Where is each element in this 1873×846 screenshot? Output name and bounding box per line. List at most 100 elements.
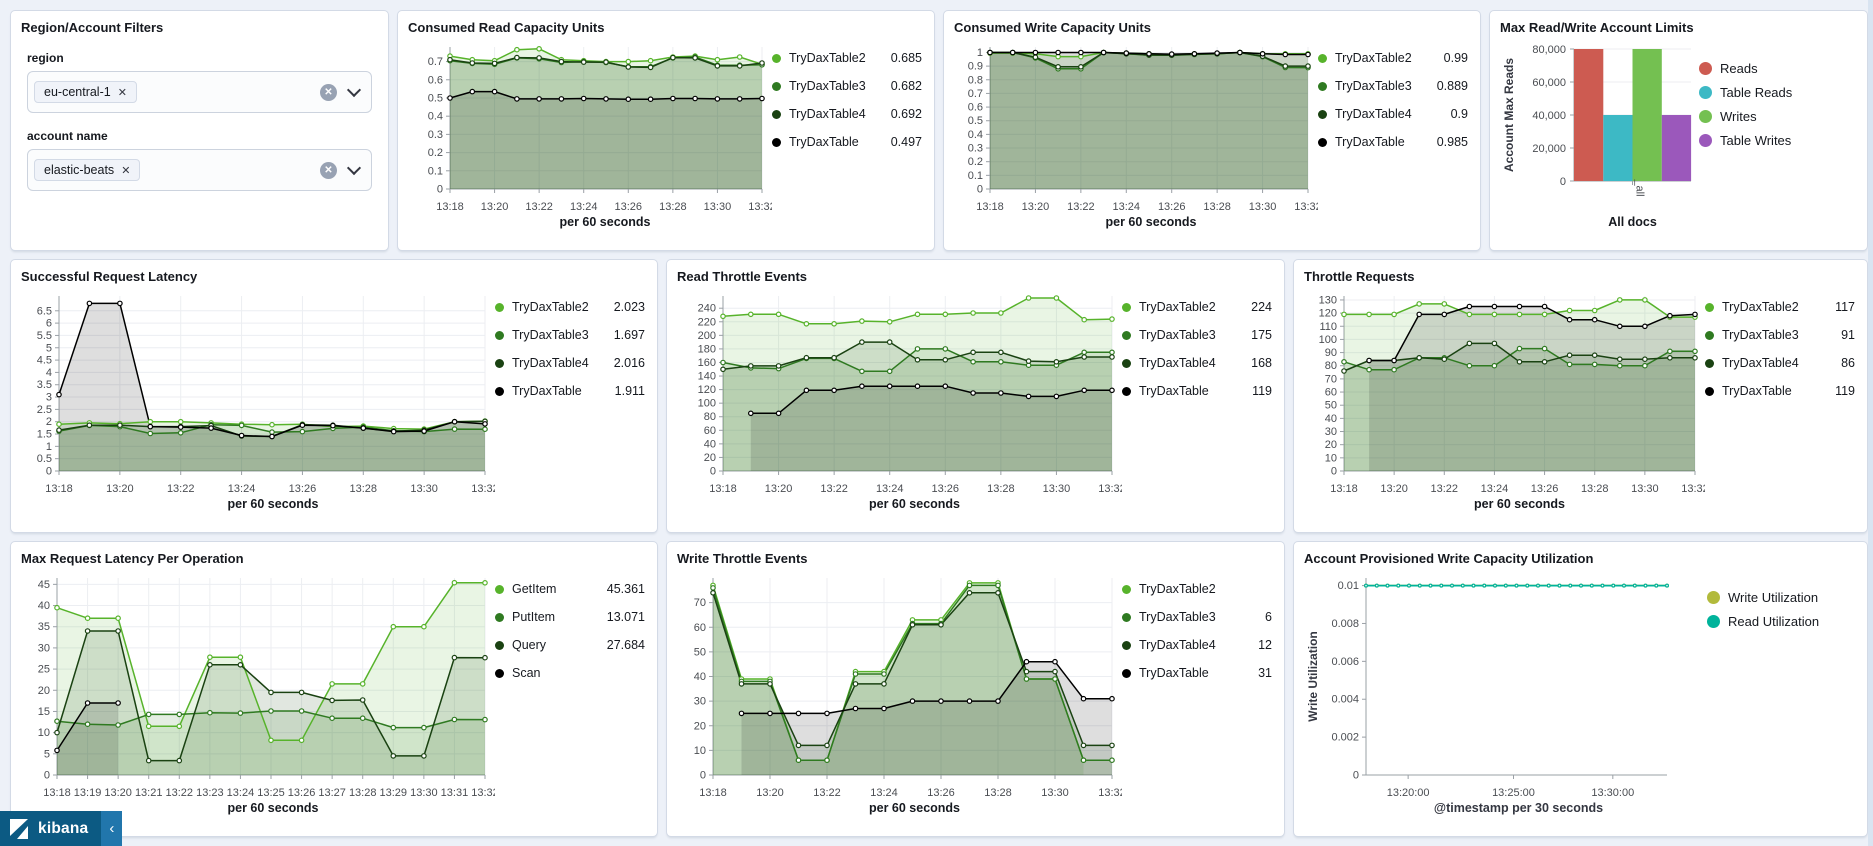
legend-item[interactable]: TryDaxTable4 12 <box>1122 638 1272 652</box>
legend-item[interactable]: TryDaxTable3 6 <box>1122 610 1272 624</box>
legend-item[interactable]: TryDaxTable 119 <box>1122 384 1272 398</box>
svg-text:13:19: 13:19 <box>74 787 102 799</box>
legend-item[interactable]: Read Utilization <box>1707 614 1855 629</box>
legend-item[interactable]: TryDaxTable 119 <box>1705 384 1855 398</box>
svg-text:0.01: 0.01 <box>1338 580 1359 592</box>
legend-item[interactable]: Table Writes <box>1699 133 1855 148</box>
legend-item[interactable]: TryDaxTable2 2.023 <box>495 300 645 314</box>
chart-legend: TryDaxTable2 0.99 TryDaxTable3 0.889 TryDaxT… <box>1318 35 1470 235</box>
legend-item[interactable]: TryDaxTable3 175 <box>1122 328 1272 342</box>
consumed-read-chart[interactable]: 0 0.1 0.2 0.3 0.4 0.5 0.6 0.7 13:18 13:20 13:22 13:… <box>408 35 772 215</box>
legend-item[interactable]: TryDaxTable 31 <box>1122 666 1272 680</box>
write-throttle-chart[interactable]: 0 10 20 30 40 50 60 70 13:18 13:20 13:22 13:24 13:26… <box>677 566 1122 801</box>
legend-item[interactable]: Query 27.684 <box>495 638 645 652</box>
legend-item[interactable]: TryDaxTable 0.497 <box>772 135 922 149</box>
legend-item[interactable]: TryDaxTable3 0.889 <box>1318 79 1468 93</box>
panel-title: Consumed Write Capacity Units <box>954 20 1151 35</box>
panel-title: Throttle Requests <box>1304 269 1415 284</box>
legend-item[interactable]: TryDaxTable2 224 <box>1122 300 1272 314</box>
chart-legend: TryDaxTable2 0.685 TryDaxTable3 0.682 TryDax… <box>772 35 924 235</box>
legend-item[interactable]: TryDaxTable2 0.685 <box>772 51 922 65</box>
clear-selection-icon[interactable]: ✕ <box>320 83 337 101</box>
svg-text:40,000: 40,000 <box>1532 110 1566 122</box>
legend-item[interactable]: Table Reads <box>1699 85 1855 100</box>
region-combobox[interactable]: eu-central-1 ✕ ✕ <box>27 71 372 113</box>
account-utilization-chart[interactable]: 0 0.002 0.004 0.006 0.008 0.01 13:20:00 13:25:0… <box>1304 566 1707 801</box>
collapse-nav-icon[interactable]: ‹ <box>101 811 123 846</box>
legend-series-value: 119 <box>1835 384 1855 398</box>
svg-text:13:30: 13:30 <box>1043 483 1071 495</box>
legend-color-dot <box>1699 134 1712 147</box>
chevron-down-icon[interactable] <box>346 160 362 176</box>
clear-selection-icon[interactable]: ✕ <box>320 161 337 179</box>
legend-item[interactable]: TryDaxTable4 0.692 <box>772 107 922 121</box>
legend-item[interactable]: TryDaxTable2 <box>1122 582 1272 596</box>
legend-series-value: 0.99 <box>1443 51 1468 65</box>
legend-item[interactable]: PutItem 13.071 <box>495 610 645 624</box>
max-limits-bar-chart[interactable]: 0 20,000 40,000 60,000 80,000 _all Account Max… <box>1500 35 1699 215</box>
legend-series-value: 13.071 <box>606 610 645 624</box>
svg-text:13:22: 13:22 <box>167 483 195 495</box>
legend-series-name: TryDaxTable4 <box>1139 638 1216 652</box>
svg-text:13:20: 13:20 <box>106 483 134 495</box>
legend-item[interactable]: Writes <box>1699 109 1855 124</box>
legend-item[interactable]: TryDaxTable 0.985 <box>1318 135 1468 149</box>
region-pill[interactable]: eu-central-1 ✕ <box>34 81 137 103</box>
x-axis-label: per 60 seconds <box>868 801 960 815</box>
svg-text:20: 20 <box>1325 439 1337 451</box>
legend-item[interactable]: Write Utilization <box>1707 590 1855 605</box>
legend-series-name: Writes <box>1720 109 1757 124</box>
panel-throttle-requests: Throttle Requests 0 10 20 30 40 50 60 70 80 90 100… <box>1293 259 1868 533</box>
svg-text:13:20: 13:20 <box>1380 483 1408 495</box>
panel-title: Write Throttle Events <box>677 551 808 566</box>
svg-text:70: 70 <box>694 597 706 609</box>
legend-item[interactable]: TryDaxTable4 86 <box>1705 356 1855 370</box>
legend-color-dot <box>1705 386 1714 396</box>
account-combobox[interactable]: elastic-beats ✕ ✕ <box>27 149 372 191</box>
legend-color-dot <box>1699 62 1712 75</box>
svg-text:20: 20 <box>38 685 50 697</box>
svg-text:13:30: 13:30 <box>410 787 438 799</box>
legend-item[interactable]: TryDaxTable4 168 <box>1122 356 1272 370</box>
svg-text:3.5: 3.5 <box>37 379 52 391</box>
legend-item[interactable]: Reads <box>1699 61 1855 76</box>
legend-color-dot <box>1122 668 1131 678</box>
svg-text:13:32: 13:32 <box>748 201 772 213</box>
legend-item[interactable]: TryDaxTable4 0.9 <box>1318 107 1468 121</box>
svg-text:40: 40 <box>704 438 716 450</box>
svg-text:1.5: 1.5 <box>37 429 52 441</box>
account-pill[interactable]: elastic-beats ✕ <box>34 159 141 181</box>
svg-text:220: 220 <box>698 316 716 328</box>
legend-item[interactable]: TryDaxTable4 2.016 <box>495 356 645 370</box>
page-scrollbar[interactable] <box>1868 0 1873 846</box>
panel-max-account-limits: Max Read/Write Account Limits 0 20,000 40,… <box>1489 10 1868 251</box>
svg-text:13:30: 13:30 <box>1041 787 1069 799</box>
legend-item[interactable]: TryDaxTable 1.911 <box>495 384 645 398</box>
legend-item[interactable]: TryDaxTable3 0.682 <box>772 79 922 93</box>
svg-text:13:20: 13:20 <box>765 483 793 495</box>
svg-text:13:22: 13:22 <box>1067 201 1095 213</box>
svg-text:100: 100 <box>1319 334 1337 346</box>
legend-item[interactable]: TryDaxTable2 0.99 <box>1318 51 1468 65</box>
legend-item[interactable]: TryDaxTable3 1.697 <box>495 328 645 342</box>
chevron-down-icon[interactable] <box>346 82 362 98</box>
pill-close-icon[interactable]: ✕ <box>117 86 127 99</box>
successful-latency-chart[interactable]: 00.511.522.533.544.555.566.5 13:18 13:20 13… <box>21 284 495 497</box>
svg-text:13:29: 13:29 <box>380 787 408 799</box>
svg-text:0.5: 0.5 <box>428 92 443 104</box>
consumed-write-chart[interactable]: 0 0.1 0.20.3 0.4 0.50.6 0.7 0.80.9 1 13:18 13:20 1… <box>954 35 1318 215</box>
legend-item[interactable]: Scan <box>495 666 645 680</box>
legend-color-dot <box>1705 358 1714 368</box>
legend-item[interactable]: TryDaxTable2 117 <box>1705 300 1855 314</box>
svg-text:10: 10 <box>38 727 50 739</box>
legend-item[interactable]: TryDaxTable3 91 <box>1705 328 1855 342</box>
svg-text:13:24: 13:24 <box>870 787 898 799</box>
pill-close-icon[interactable]: ✕ <box>121 164 131 177</box>
svg-text:110: 110 <box>1319 321 1337 333</box>
legend-color-dot <box>1318 109 1327 119</box>
legend-color-dot <box>495 640 504 650</box>
legend-item[interactable]: GetItem 45.361 <box>495 582 645 596</box>
